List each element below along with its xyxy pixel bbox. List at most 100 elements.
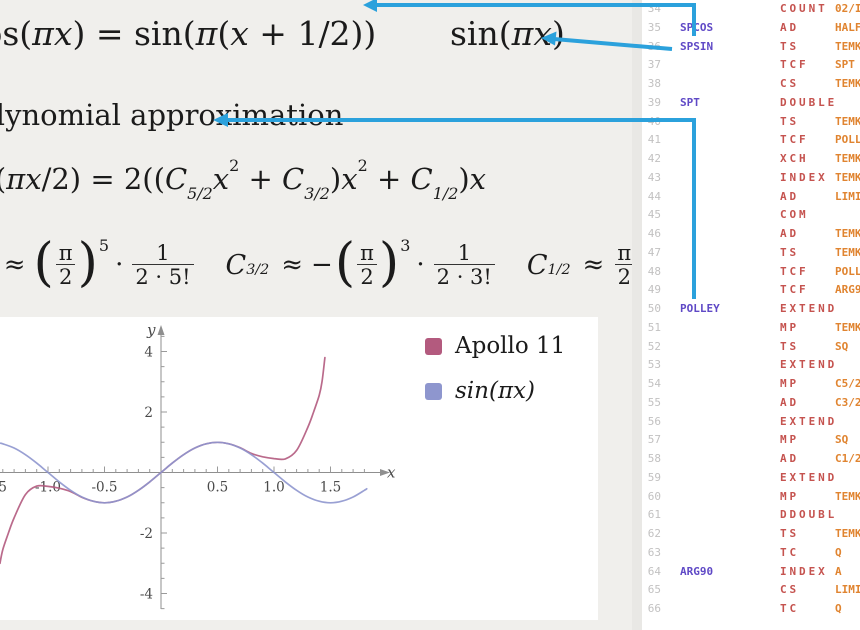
line-number[interactable]: 58 (647, 452, 661, 465)
formula-text: 1 (156, 240, 170, 265)
code-opcode: TC (780, 545, 800, 559)
code-line-48[interactable]: 48 TCF POLLEY (642, 262, 860, 281)
code-opcode: EXTEND (780, 470, 838, 484)
code-line-60[interactable]: 60 MP TEMK (642, 487, 860, 506)
code-line-65[interactable]: 65 CS LIMITS (642, 580, 860, 599)
line-number[interactable]: 34 (647, 2, 661, 15)
code-line-43[interactable]: 43 INDEX TEMK (642, 168, 860, 187)
formula-text: C (225, 249, 247, 281)
code-opcode: TS (780, 339, 800, 353)
line-number[interactable]: 56 (647, 414, 661, 428)
formula-text: 2 · 3! (433, 264, 495, 288)
line-number[interactable]: 40 (647, 114, 661, 128)
code-operand: LIMITS (835, 189, 860, 203)
code-opcode: AD (780, 189, 800, 203)
code-line-50[interactable]: 50 POLLEY EXTEND (642, 299, 860, 318)
line-number[interactable]: 36 (647, 39, 661, 53)
code-line-64[interactable]: 64 ARG90 INDEX A (642, 562, 860, 581)
code-opcode: AD (780, 227, 800, 240)
code-operand: SQ (835, 339, 849, 353)
line-number[interactable]: 45 (647, 208, 661, 222)
code-line-37[interactable]: 37 TCF SPT (642, 55, 860, 74)
line-number[interactable]: 46 (647, 227, 661, 240)
code-line-52[interactable]: 52 TS SQ (642, 337, 860, 356)
code-line-49[interactable]: 49 TCF ARG90 (642, 280, 860, 299)
line-number[interactable]: 52 (647, 339, 661, 353)
line-number[interactable]: 57 (647, 433, 661, 447)
code-line-38[interactable]: 38 CS TEMK (642, 74, 860, 93)
line-number[interactable]: 37 (647, 58, 661, 72)
line-number[interactable]: 54 (647, 377, 661, 390)
line-number[interactable]: 65 (647, 583, 661, 597)
code-line-39[interactable]: 39 SPT DOUBLE (642, 93, 860, 112)
code-line-41[interactable]: 41 TCF POLLEY (642, 130, 860, 149)
code-line-44[interactable]: 44 AD LIMITS (642, 187, 860, 206)
code-opcode: AD (780, 452, 800, 465)
code-line-54[interactable]: 54 MP C5/2 (642, 374, 860, 393)
code-line-61[interactable]: 61 DDOUBL (642, 505, 860, 524)
line-number[interactable]: 41 (647, 133, 661, 147)
line-number[interactable]: 42 (647, 152, 661, 165)
line-number[interactable]: 60 (647, 489, 661, 503)
line-number[interactable]: 62 (647, 527, 661, 540)
section-heading: Polynomial approximation (0, 98, 344, 132)
code-line-45[interactable]: 45 COM (642, 205, 860, 224)
legend-label: Apollo 11 (455, 333, 566, 359)
code-line-56[interactable]: 56 EXTEND (642, 412, 860, 431)
line-number[interactable]: 55 (647, 395, 661, 409)
code-opcode: INDEX (780, 564, 828, 578)
line-number[interactable]: 50 (647, 302, 661, 315)
code-operand: C5/2 (835, 377, 860, 390)
code-operand: TEMK (835, 114, 860, 128)
code-line-57[interactable]: 57 MP SQ (642, 430, 860, 449)
code-line-40[interactable]: 40 TS TEMK (642, 112, 860, 131)
code-opcode: TS (780, 114, 800, 128)
code-editor-panel[interactable]: 34 COUNT 02/IN 35 SPCOS AD HALF 36 SPSIN TS TEMK 37… (642, 0, 860, 630)
code-line-58[interactable]: 58 AD C1/2 (642, 449, 860, 468)
code-line-63[interactable]: 63 TC Q (642, 543, 860, 562)
formula-text: πx (511, 14, 552, 53)
formula-text: 2 (56, 264, 76, 288)
code-line-66[interactable]: 66 TC Q (642, 599, 860, 618)
code-line-36[interactable]: 36 SPSIN TS TEMK (642, 37, 860, 56)
formula-text: x (212, 162, 230, 196)
line-number[interactable]: 48 (647, 264, 661, 278)
code-opcode: EXTEND (780, 302, 838, 315)
line-number[interactable]: 61 (647, 508, 661, 522)
line-number[interactable]: 53 (647, 358, 661, 372)
code-line-62[interactable]: 62 TS TEMK (642, 524, 860, 543)
line-number[interactable]: 51 (647, 320, 661, 334)
line-number[interactable]: 63 (647, 545, 661, 559)
code-line-55[interactable]: 55 AD C3/2 (642, 393, 860, 412)
line-number[interactable]: 66 (647, 602, 661, 615)
formula-text: /2) = 2(( (41, 162, 165, 196)
code-operand: TEMK (835, 527, 860, 540)
code-line-59[interactable]: 59 EXTEND (642, 468, 860, 487)
svg-text:-1.0: -1.0 (35, 480, 61, 496)
code-line-51[interactable]: 51 MP TEMK (642, 318, 860, 337)
code-line-34[interactable]: 34 COUNT 02/IN (642, 0, 860, 18)
formula-text: C (282, 162, 305, 196)
formula-text: sin( (450, 14, 512, 53)
line-number[interactable]: 44 (647, 189, 661, 203)
code-line-35[interactable]: 35 SPCOS AD HALF (642, 18, 860, 37)
line-number[interactable]: 49 (647, 283, 661, 297)
line-number[interactable]: 47 (647, 245, 661, 259)
code-line-47[interactable]: 47 TS TEMK (642, 243, 860, 262)
line-number[interactable]: 38 (647, 77, 661, 90)
formula-text: 1/2 (547, 262, 571, 278)
line-number[interactable]: 39 (647, 95, 661, 109)
formula-text: 5 (98, 235, 110, 255)
formula-text: ≈ (3, 250, 26, 280)
line-number[interactable]: 64 (647, 564, 661, 578)
code-line-42[interactable]: 42 XCH TEMK (642, 149, 860, 168)
code-operand: SPT (835, 58, 855, 72)
code-line-46[interactable]: 46 AD TEMK (642, 224, 860, 243)
line-number[interactable]: 43 (647, 170, 661, 184)
line-number[interactable]: 35 (647, 20, 661, 34)
code-line-53[interactable]: 53 EXTEND (642, 355, 860, 374)
code-opcode: TS (780, 245, 800, 259)
formula-text: 2 (357, 264, 377, 288)
line-number[interactable]: 59 (647, 470, 661, 484)
